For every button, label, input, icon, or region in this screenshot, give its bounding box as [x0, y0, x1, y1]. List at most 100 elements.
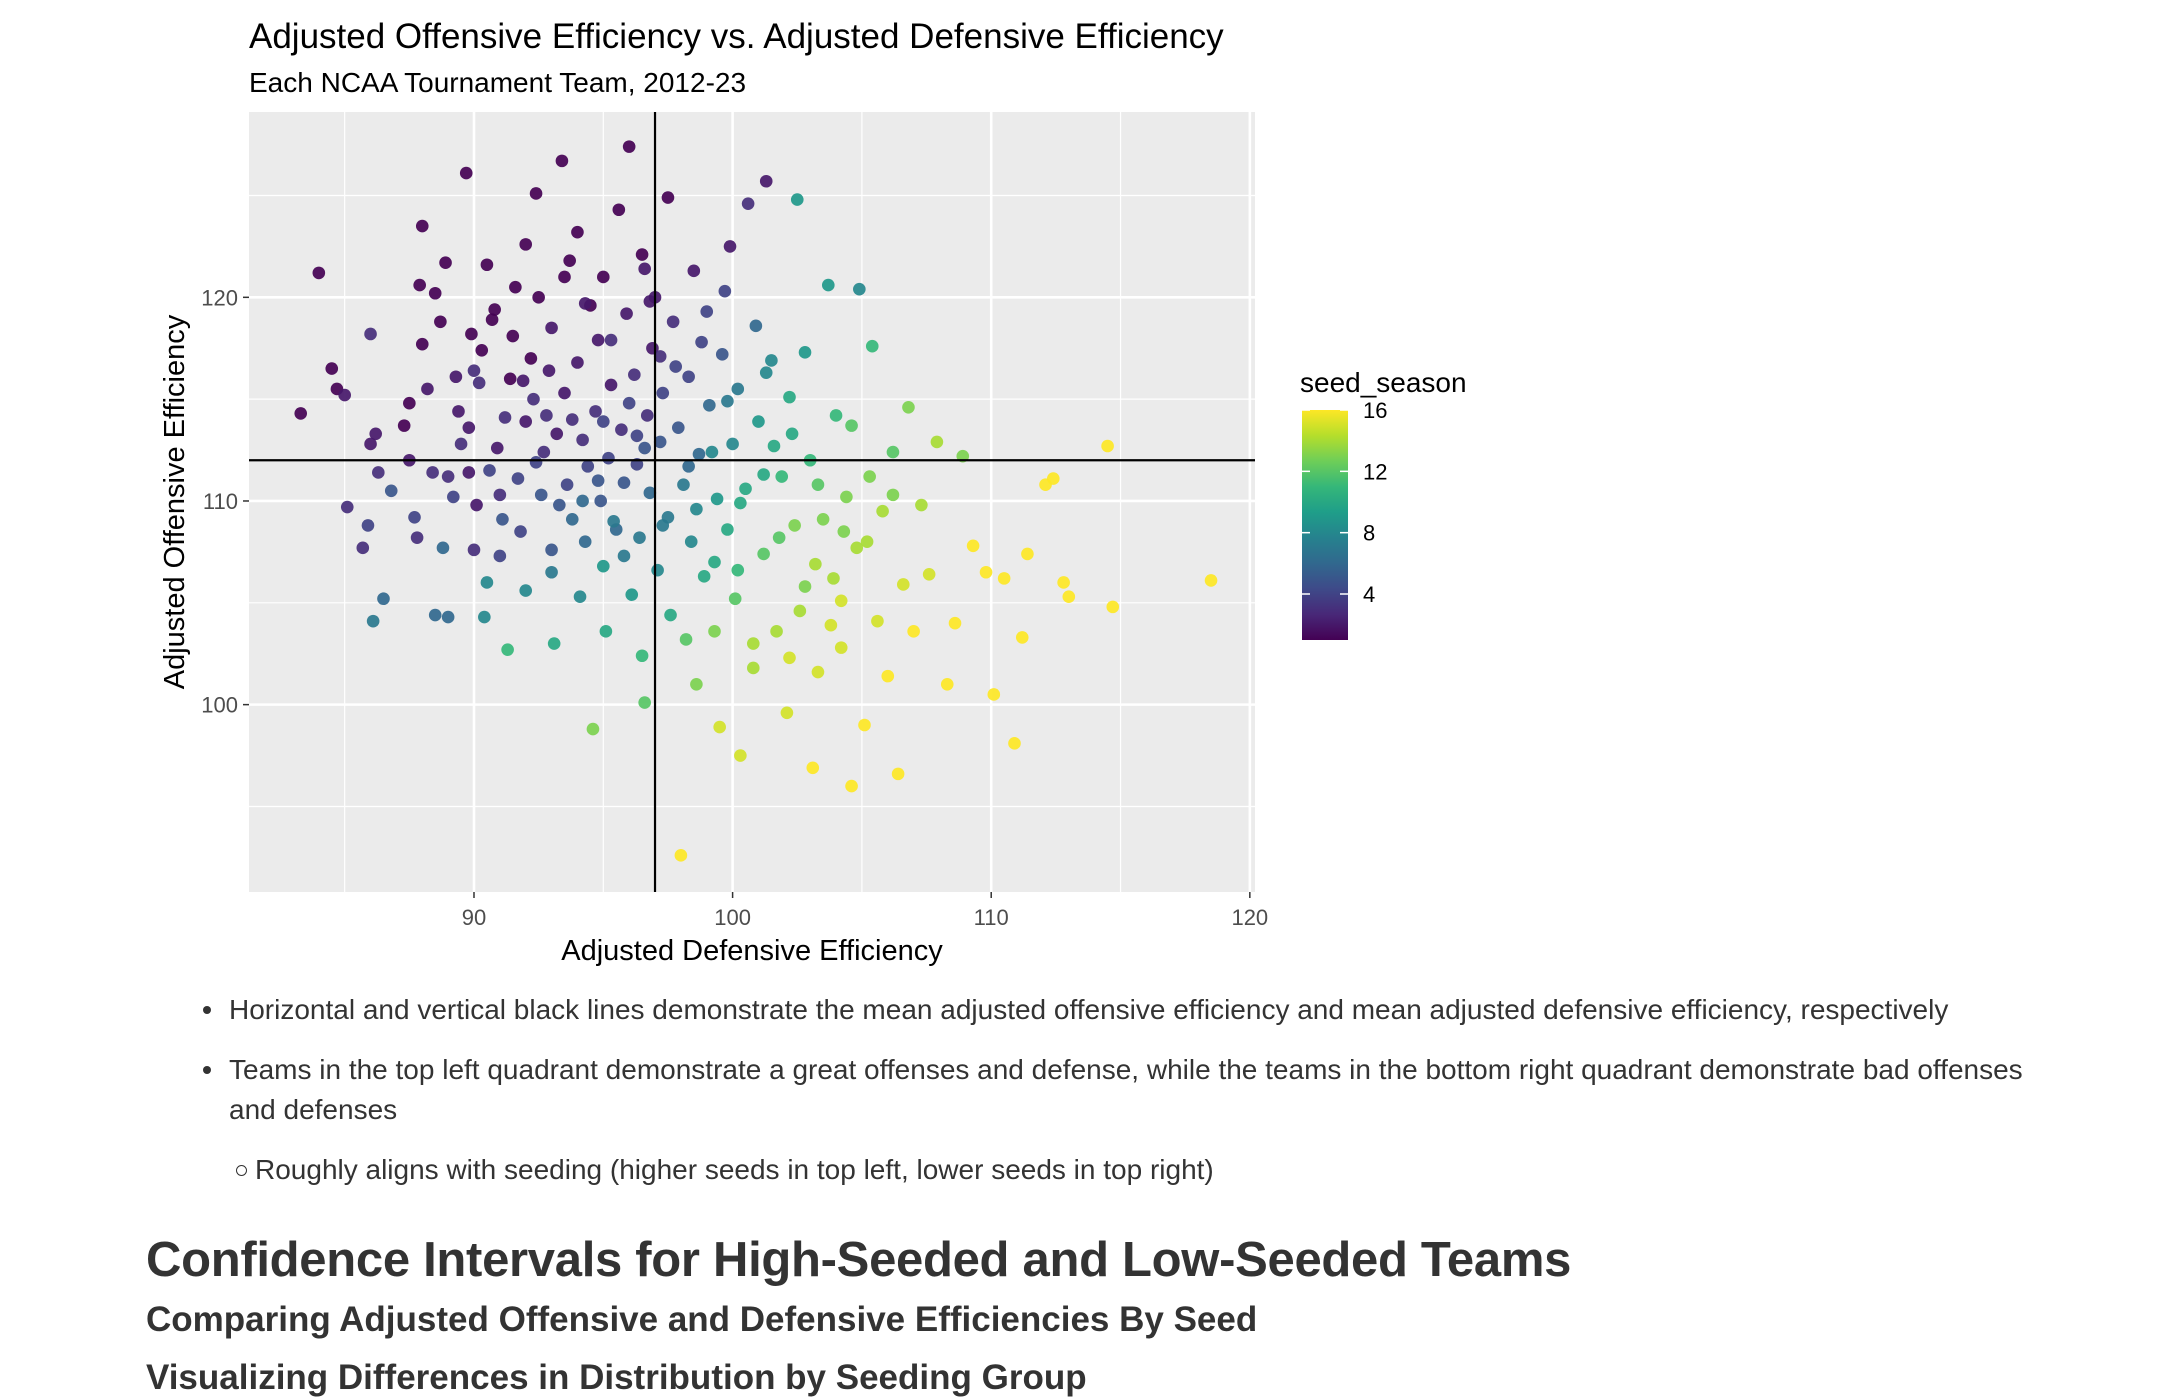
data-point [837, 525, 851, 538]
data-point [545, 321, 558, 335]
data-point [721, 523, 734, 536]
data-point [565, 513, 579, 526]
data-point [622, 396, 636, 410]
data-point [638, 441, 651, 455]
data-point [447, 490, 460, 504]
data-point [840, 490, 853, 504]
data-point [361, 519, 375, 532]
data-point [441, 610, 455, 624]
data-point [529, 187, 543, 200]
chart-title: Adjusted Offensive Efficiency vs. Adjust… [249, 17, 1224, 56]
data-point [553, 498, 566, 512]
data-point [767, 439, 781, 453]
data-point [1046, 472, 1060, 485]
x-tick-label: 100 [714, 905, 751, 930]
colorbar [1302, 410, 1348, 640]
data-point [690, 677, 703, 691]
data-point [545, 543, 558, 557]
data-point [576, 494, 589, 508]
data-point [470, 498, 483, 512]
y-tick-label: 100 [201, 693, 238, 718]
data-point [638, 696, 651, 709]
data-point [617, 476, 631, 489]
grid-major [249, 112, 1255, 892]
data-point [734, 749, 747, 762]
data-point [490, 441, 504, 455]
data-point [364, 437, 377, 451]
data-point [886, 488, 900, 502]
data-point [459, 166, 473, 180]
data-point [759, 366, 773, 379]
data-point [703, 398, 716, 412]
data-point [514, 525, 527, 538]
data-point [940, 677, 954, 691]
data-point [845, 419, 858, 432]
data-point [1204, 574, 1218, 587]
data-point [628, 368, 641, 382]
data-point [656, 519, 670, 532]
data-point [501, 643, 514, 656]
data-point [340, 500, 354, 514]
data-point [741, 197, 755, 210]
data-point [886, 445, 900, 459]
data-point [876, 504, 889, 518]
data-point [415, 219, 429, 233]
data-point [384, 484, 398, 498]
data-point [948, 616, 962, 630]
data-point [372, 466, 385, 479]
data-point [607, 515, 620, 528]
data-point [827, 572, 840, 585]
data-point [907, 625, 920, 638]
data-point [653, 350, 667, 363]
data-point [615, 423, 628, 437]
data-point [462, 421, 476, 434]
data-point [853, 282, 866, 296]
data-point [638, 262, 651, 276]
y-axis-label: Adjusted Offensive Efficiency [159, 314, 191, 689]
x-tick-label: 120 [1231, 905, 1268, 930]
data-point [697, 570, 711, 583]
data-point [979, 565, 993, 579]
data-point [545, 565, 558, 579]
data-point [540, 409, 553, 422]
data-point [783, 390, 796, 404]
sub-note-text: Roughly aligns with seeding (higher seed… [255, 1154, 1214, 1185]
data-point [591, 333, 605, 347]
data-point [596, 559, 610, 573]
data-point [555, 154, 569, 168]
data-point [666, 315, 680, 329]
data-point [338, 388, 351, 402]
data-point [571, 225, 584, 239]
data-point [589, 405, 602, 418]
data-point [483, 464, 496, 477]
data-point [408, 510, 421, 524]
data-point [449, 370, 463, 384]
data-point [679, 633, 693, 646]
data-point [896, 578, 910, 591]
data-point [749, 319, 763, 333]
data-point [845, 779, 858, 793]
data-point [816, 513, 830, 526]
data-point [677, 478, 690, 491]
data-point [550, 427, 564, 441]
colorbar-tick-label: 16 [1363, 398, 1387, 423]
legend-title: seed_season [1300, 367, 1467, 398]
y-tick-label: 110 [203, 489, 238, 514]
data-point [806, 761, 820, 775]
note-item: Teams in the top left quadrant demonstra… [195, 1050, 2025, 1190]
data-point [596, 270, 610, 284]
data-point [881, 669, 895, 683]
y-axis: 100 110 120 [201, 285, 249, 718]
data-point [834, 641, 848, 654]
data-point [485, 313, 499, 327]
data-point [705, 445, 719, 459]
data-points [294, 140, 1218, 862]
data-point [1101, 439, 1114, 453]
data-point [997, 572, 1011, 585]
data-point [441, 470, 455, 483]
data-point [684, 535, 698, 549]
data-point [656, 386, 670, 400]
data-point [1021, 547, 1034, 561]
data-point [532, 291, 545, 304]
sub-subsection-heading: Visualizing Differences in Distribution … [146, 1358, 1087, 1397]
